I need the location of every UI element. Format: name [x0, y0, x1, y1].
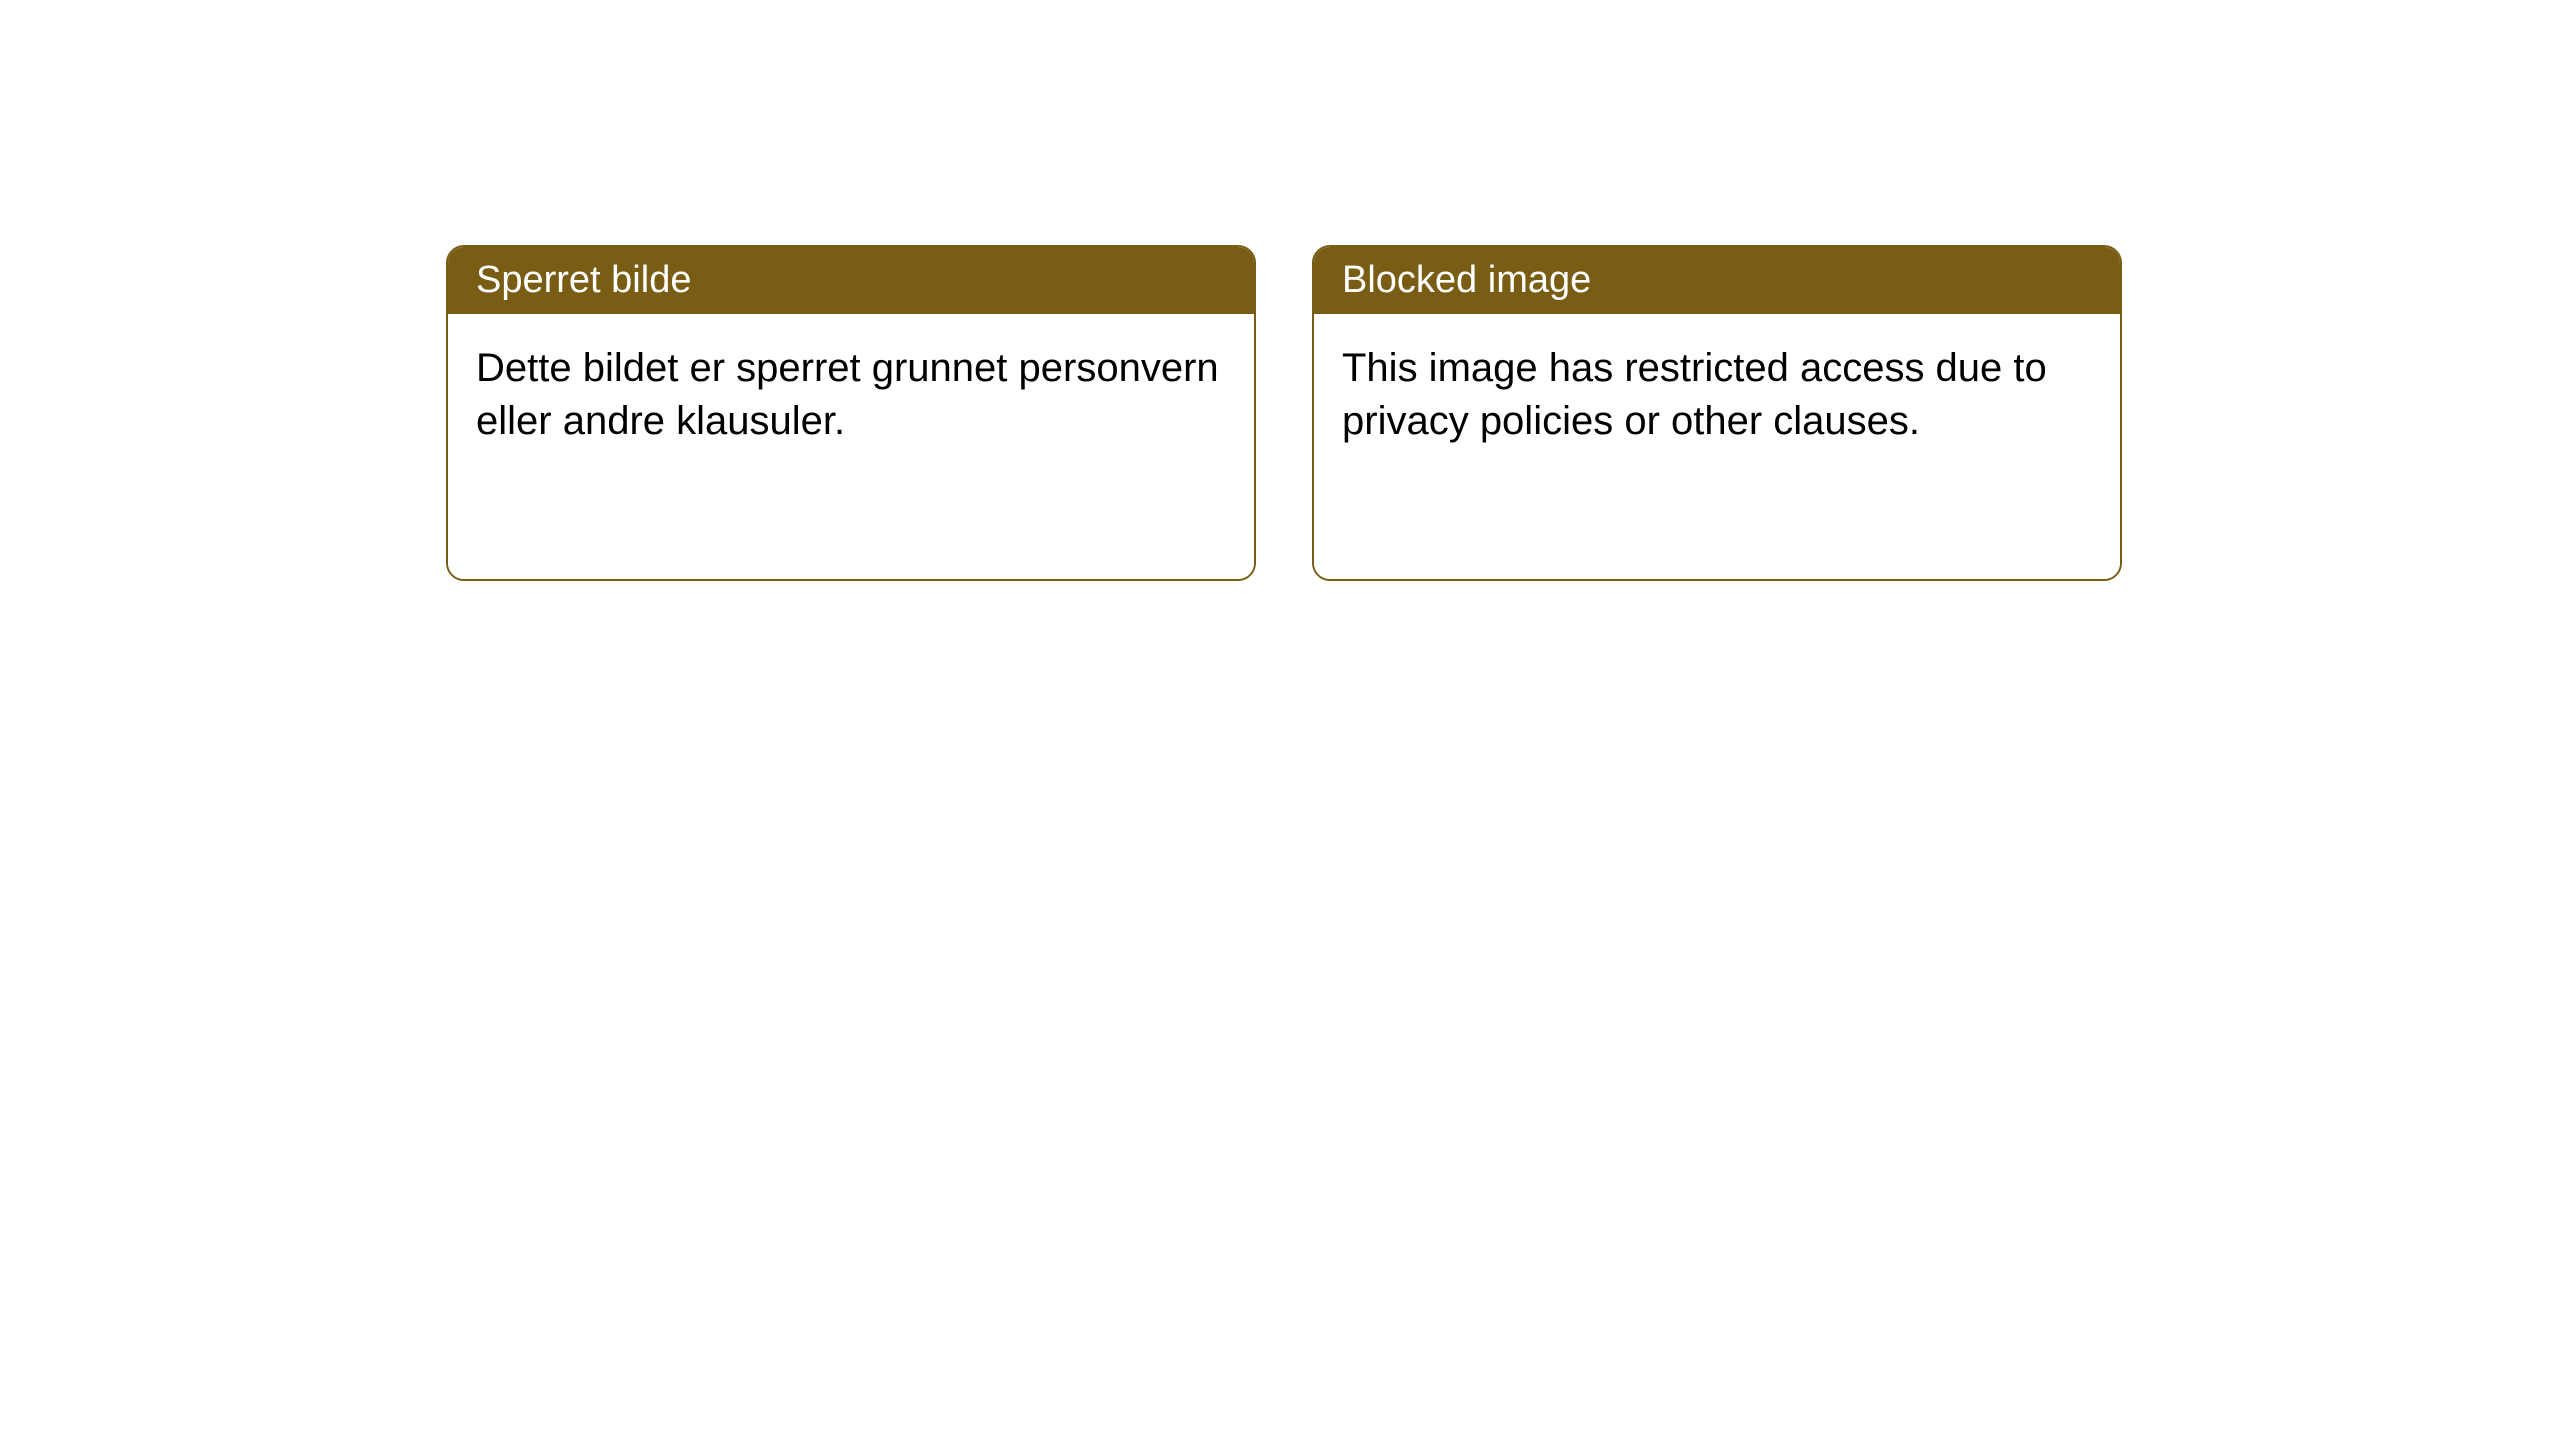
notice-box-norwegian: Sperret bilde Dette bildet er sperret gr…	[446, 245, 1256, 581]
notice-body-english: This image has restricted access due to …	[1314, 314, 2120, 579]
notice-header-norwegian: Sperret bilde	[448, 247, 1254, 314]
notice-box-english: Blocked image This image has restricted …	[1312, 245, 2122, 581]
notice-body-norwegian: Dette bildet er sperret grunnet personve…	[448, 314, 1254, 579]
notice-header-english: Blocked image	[1314, 247, 2120, 314]
notice-container: Sperret bilde Dette bildet er sperret gr…	[446, 245, 2122, 581]
